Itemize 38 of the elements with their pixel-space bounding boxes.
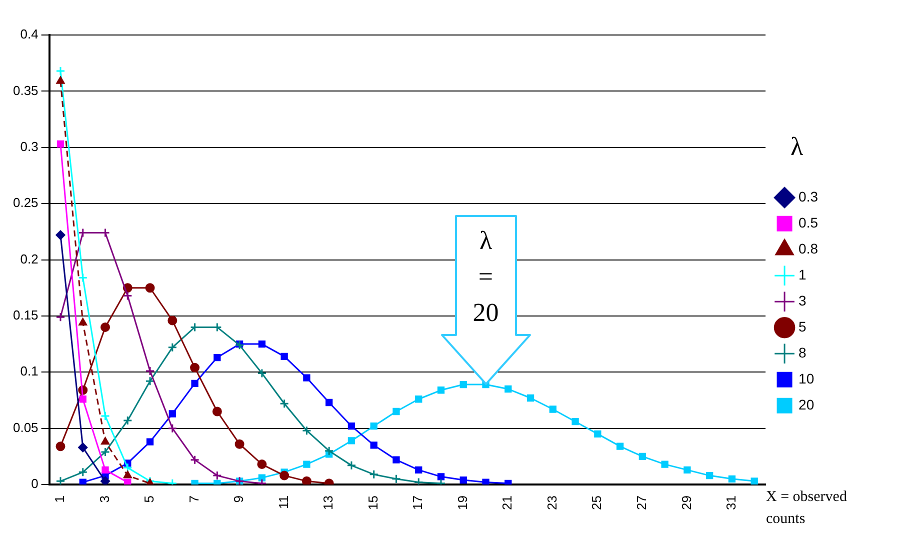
y-tick-label: 0.35: [12, 82, 38, 98]
x-tick-label: 27: [634, 496, 650, 510]
legend-label: 0.8: [798, 240, 818, 256]
x-tick-label: 31: [724, 496, 739, 510]
legend-label: 5: [798, 318, 807, 334]
x-tick-label: 11: [276, 496, 291, 510]
legend-label: 20: [798, 396, 814, 412]
x-tick-label: 21: [500, 496, 515, 510]
legend-title: λ: [790, 132, 804, 162]
x-axis-title: X = observed counts: [766, 488, 848, 529]
legend-label: 10: [798, 370, 814, 386]
x-tick-label: 15: [365, 496, 380, 510]
x-tick-label: 25: [589, 496, 604, 510]
x-tick-label: 1: [52, 496, 68, 503]
x-tick-label: 9: [231, 496, 246, 503]
legend-label: 0.3: [798, 188, 818, 204]
y-tick-label: 0.25: [12, 195, 38, 210]
x-tick-label: 23: [544, 496, 560, 510]
y-tick-label: 0.4: [20, 26, 38, 42]
x-tick-label: 7: [186, 496, 202, 503]
x-tick-label: 13: [320, 496, 336, 510]
y-tick-label: 0.1: [20, 364, 38, 379]
y-tick-label: 0.15: [12, 308, 38, 323]
annotation: λ = 20: [472, 224, 500, 329]
legend-label: 0.5: [798, 214, 818, 230]
arrow-callout: λ = 20: [440, 214, 531, 385]
y-tick-label: 0: [31, 476, 38, 492]
y-tick-label: 0.05: [12, 420, 38, 435]
y-tick-label: 0.2: [20, 251, 38, 266]
x-tick-label: 5: [142, 496, 157, 503]
legend-label: 8: [798, 344, 807, 360]
x-tick-label: 17: [410, 496, 426, 510]
y-tick-label: 0.3: [20, 138, 38, 154]
x-tick-label: 29: [678, 496, 694, 510]
legend-label: 3: [798, 292, 807, 308]
x-tick-label: 19: [454, 496, 470, 510]
legend-label: 1: [798, 266, 807, 282]
x-tick-label: 3: [96, 496, 112, 503]
